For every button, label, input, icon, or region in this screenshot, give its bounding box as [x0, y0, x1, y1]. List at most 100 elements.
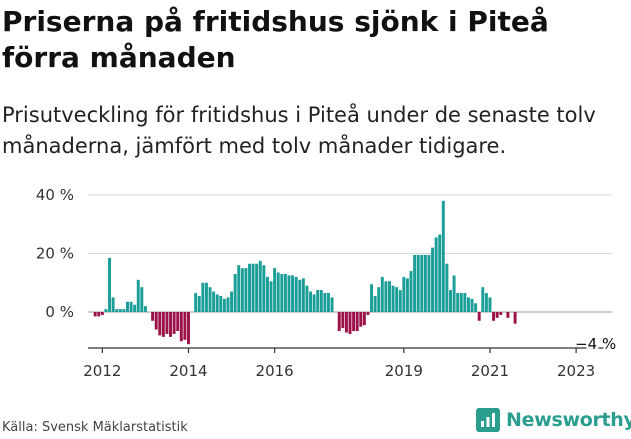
bar: [212, 291, 216, 312]
bar: [165, 312, 169, 334]
x-tick-label: 2023: [557, 362, 595, 380]
bar: [431, 247, 435, 312]
bar: [265, 276, 269, 312]
x-tick-label: 2021: [471, 362, 509, 380]
bar: [463, 292, 467, 312]
x-tick-label: 2019: [385, 362, 423, 380]
bar: [305, 285, 309, 312]
bar: [251, 263, 255, 312]
bar: [377, 287, 381, 312]
bar: [240, 268, 244, 313]
bar: [323, 292, 327, 312]
bar: [100, 312, 104, 315]
y-tick-label: 40 %: [36, 186, 74, 204]
bar: [495, 312, 499, 318]
bar: [474, 303, 478, 312]
bar: [441, 200, 445, 312]
last-value-annotation: −4 %: [575, 335, 616, 353]
bar: [244, 268, 248, 313]
bar: [470, 298, 474, 312]
bar: [405, 278, 409, 312]
bar: [262, 265, 266, 312]
bar: [208, 287, 212, 312]
bar: [316, 290, 320, 312]
bar: [409, 271, 413, 312]
bar: [126, 301, 129, 312]
bar: [416, 254, 420, 312]
bar: [176, 312, 180, 332]
bar: [326, 292, 330, 312]
bar: [477, 312, 481, 321]
chart-subtitle: Prisutveckling för fritidshus i Piteå un…: [2, 103, 596, 158]
bar: [291, 275, 295, 312]
bar: [312, 294, 316, 312]
bar: [169, 312, 173, 337]
bar: [420, 254, 424, 312]
bar: [301, 278, 305, 312]
bar: [118, 309, 122, 312]
bar: [380, 276, 384, 312]
bar: [179, 312, 183, 342]
bar: [373, 295, 377, 312]
bar: [108, 257, 111, 312]
y-tick-label: 20 %: [36, 245, 74, 263]
bar: [481, 287, 485, 312]
bar: [233, 273, 237, 312]
bar: [269, 281, 273, 312]
bar: [395, 287, 399, 312]
bar: [398, 290, 402, 312]
bar: [456, 292, 460, 312]
bar: [201, 282, 205, 312]
source-note: Källa: Svensk Mäklarstatistik: [2, 420, 188, 435]
bar: [366, 312, 370, 315]
bar: [151, 312, 155, 321]
tick-labels: 40 % 20 % 0 % 2012 2014 2016 2019 2021 2023 −4 %: [36, 186, 618, 380]
bar: [359, 312, 363, 327]
bar: [449, 290, 452, 312]
bar: [294, 276, 298, 312]
brand-name: Newsworthy: [506, 409, 631, 431]
bar: [283, 273, 287, 312]
bar: [276, 272, 280, 312]
bar: [280, 273, 284, 312]
bar: [129, 301, 133, 312]
bar: [370, 284, 373, 312]
bar: [499, 312, 503, 315]
bar: [194, 292, 198, 312]
bar: [434, 237, 438, 312]
y-tick-label: 0 %: [45, 303, 74, 321]
bar: [362, 312, 366, 326]
bar: [344, 312, 348, 333]
axes: [88, 347, 612, 353]
bar: [309, 291, 312, 312]
bar: [115, 309, 119, 312]
bar: [111, 297, 115, 313]
bar: [133, 304, 137, 312]
bar: [459, 292, 463, 312]
bar: [183, 312, 187, 340]
bar: [172, 312, 176, 334]
bar: [93, 312, 97, 317]
bar: [255, 263, 259, 312]
chart-title: Priserna på fritidshus sjönk i Piteå för…: [2, 5, 549, 74]
bar: [219, 295, 223, 312]
bars: [93, 200, 517, 345]
bar: [204, 282, 208, 312]
bar: [413, 254, 417, 312]
bar: [237, 265, 241, 312]
bar: [143, 306, 147, 312]
bar: [161, 312, 165, 337]
bar: [355, 312, 359, 332]
bar: [438, 234, 442, 312]
newsworthy-logo[interactable]: Newsworthy: [476, 408, 631, 432]
bar: [248, 263, 251, 312]
bar: [330, 297, 334, 313]
bar: [513, 312, 517, 324]
bar-chart-logo-icon: [476, 408, 500, 432]
bar: [391, 285, 395, 312]
x-tick-label: 2014: [169, 362, 207, 380]
bar: [388, 281, 391, 312]
bar: [104, 309, 108, 312]
bar: [140, 287, 144, 312]
